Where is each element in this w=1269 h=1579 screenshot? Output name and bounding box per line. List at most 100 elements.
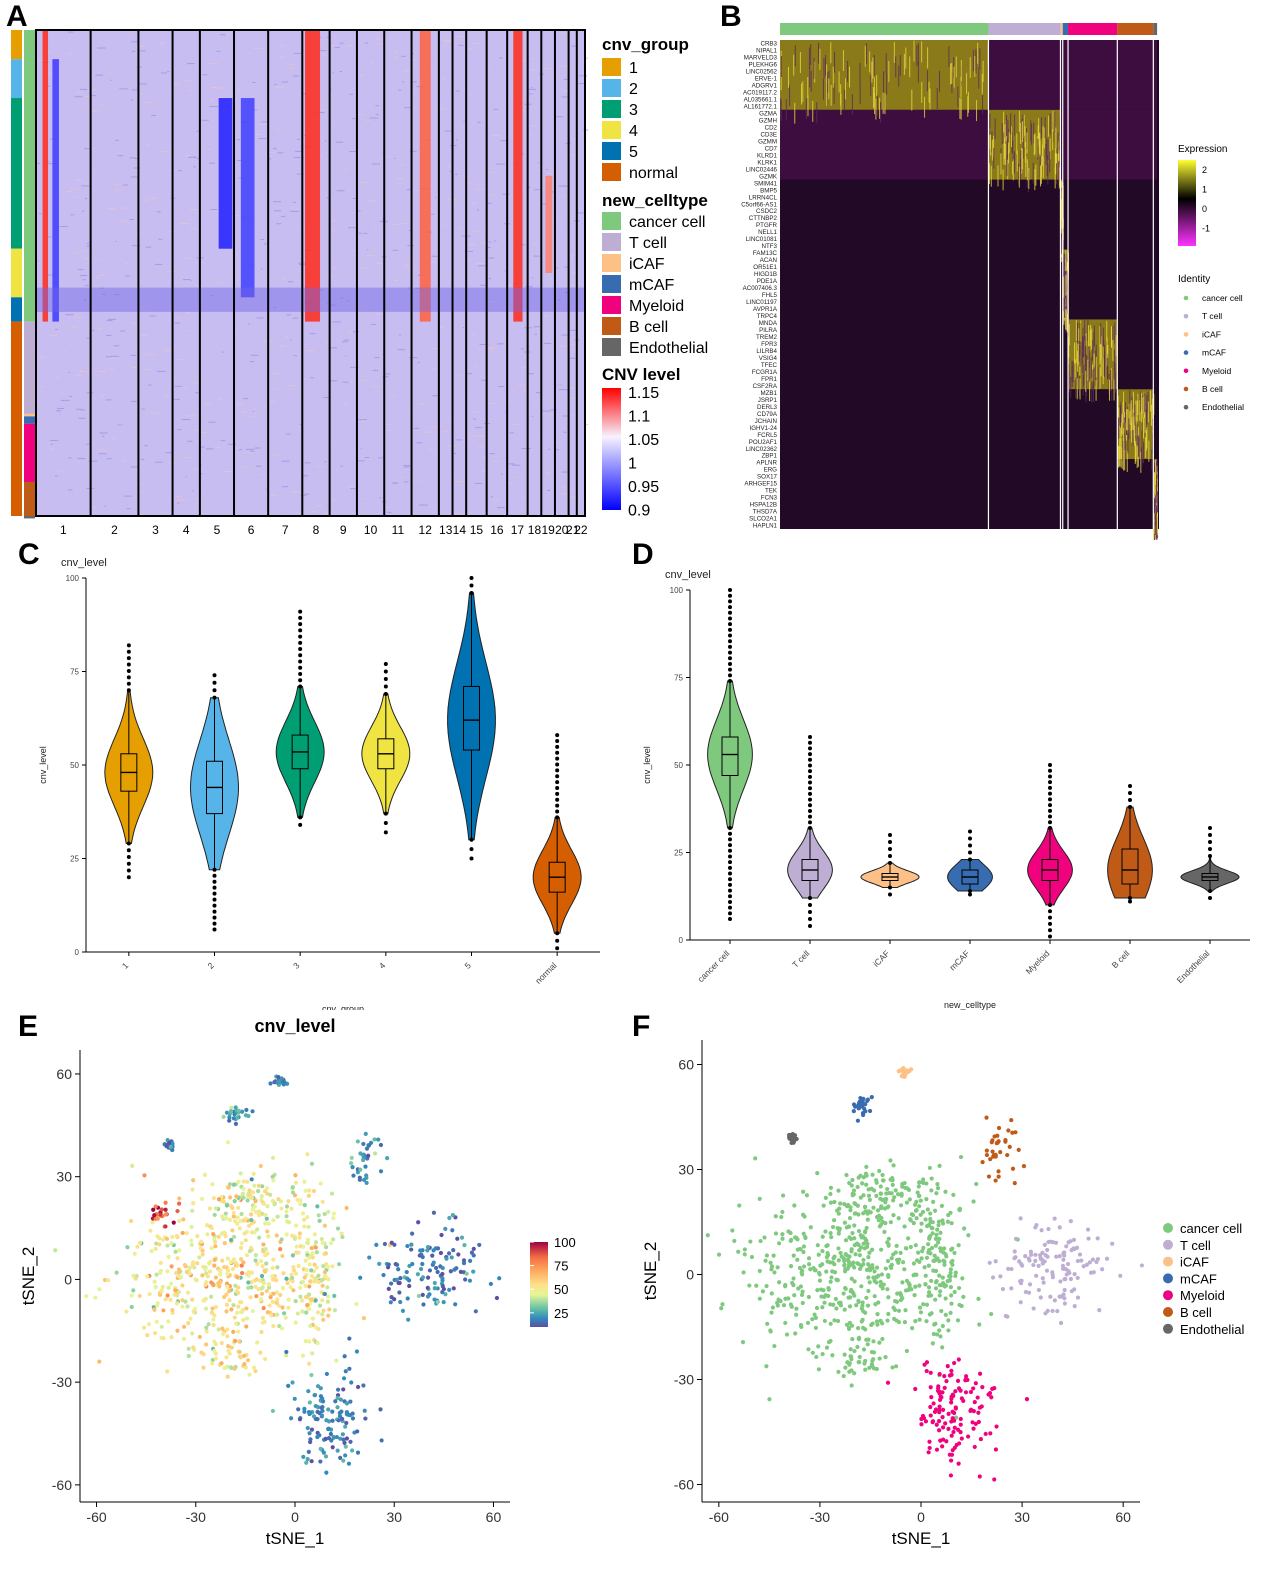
tsne-point — [891, 1198, 896, 1203]
heatmap-texture — [533, 243, 538, 245]
tsne-point — [867, 1197, 872, 1203]
plot-title: cnv_level — [665, 569, 711, 581]
expression-texture — [927, 47, 929, 69]
tsne-point — [363, 1164, 368, 1169]
heatmap-texture — [145, 144, 149, 146]
heatmap-texture — [279, 498, 282, 500]
tsne-point — [292, 1236, 298, 1241]
tsne-point — [265, 1251, 270, 1256]
outlier-point — [728, 610, 732, 615]
tsne-point — [335, 1226, 341, 1231]
heatmap-texture — [331, 499, 336, 501]
heatmap-texture — [99, 179, 101, 181]
colorbar-tick-label: 0 — [1202, 204, 1207, 214]
tsne-point — [927, 1165, 932, 1171]
heatmap-texture — [113, 345, 120, 347]
expression-texture — [1079, 378, 1081, 400]
tsne-point — [869, 1095, 874, 1100]
heatmap-texture — [531, 254, 533, 256]
heatmap-texture — [323, 397, 330, 399]
tsne-point — [284, 1353, 289, 1358]
tsne-point — [1061, 1257, 1066, 1262]
tsne-point — [175, 1328, 180, 1333]
heatmap-texture — [68, 457, 72, 459]
x-tick-label: normal — [533, 960, 559, 986]
outlier-point — [728, 656, 732, 661]
heatmap-texture — [263, 243, 267, 245]
tsne-point — [938, 1334, 943, 1339]
heatmap-texture — [39, 242, 41, 244]
tsne-point — [806, 1294, 811, 1300]
tsne-point — [993, 1259, 998, 1264]
expression-texture — [827, 71, 829, 93]
tsne-point — [241, 1195, 246, 1200]
tsne-point — [866, 1193, 872, 1198]
tsne-point — [271, 1323, 276, 1329]
tsne-point — [265, 1234, 271, 1239]
tsne-point — [914, 1207, 919, 1213]
expression-texture — [909, 56, 911, 78]
heatmap-texture — [150, 412, 159, 414]
legend-dot-identity — [1183, 332, 1189, 337]
tsne-point — [211, 1195, 216, 1201]
heatmap-texture — [546, 489, 551, 491]
tsne-point — [141, 1325, 147, 1330]
heatmap-texture — [157, 370, 166, 372]
expression-texture — [1065, 285, 1067, 307]
heatmap-texture — [344, 355, 347, 357]
heatmap-texture — [131, 322, 140, 324]
tsne-point — [174, 1234, 179, 1239]
expression-texture — [812, 100, 814, 122]
tsne-point — [853, 1252, 858, 1257]
tsne-point — [244, 1316, 250, 1321]
heatmap-texture — [360, 497, 365, 499]
heatmap-texture — [151, 114, 157, 116]
tsne-point — [1058, 1279, 1063, 1284]
expression-texture — [1061, 209, 1063, 231]
tsne-point — [837, 1226, 842, 1231]
tsne-point — [864, 1173, 869, 1178]
tsne-point — [205, 1232, 210, 1237]
expression-texture — [1091, 381, 1093, 403]
gene-label: NELL1 — [758, 229, 777, 236]
heatmap-texture — [578, 499, 581, 501]
tsne-point — [307, 1400, 312, 1405]
tsne-point — [253, 1199, 258, 1204]
heatmap-texture — [69, 395, 73, 397]
tsne-point — [276, 1196, 281, 1202]
outlier-point — [1048, 763, 1052, 767]
tsne-point — [1026, 1290, 1032, 1295]
tsne-point — [849, 1357, 854, 1362]
tsne-point — [280, 1305, 285, 1310]
expression-texture — [1095, 356, 1097, 378]
heatmap-texture — [547, 173, 556, 175]
heatmap-texture — [256, 295, 260, 297]
tsne-point — [861, 1347, 867, 1352]
tsne-point — [228, 1237, 234, 1243]
heatmap-texture — [275, 454, 279, 456]
tsne-point — [1058, 1320, 1064, 1326]
tsne-point — [921, 1180, 926, 1185]
tsne-point — [440, 1289, 445, 1295]
tsne-point — [331, 1237, 336, 1242]
tsne-point — [916, 1184, 921, 1189]
gene-label: IGHV1-24 — [749, 425, 777, 432]
tsne-point — [838, 1250, 843, 1256]
tsne-point — [249, 1230, 254, 1235]
tsne-point — [290, 1253, 296, 1258]
identity-bar-iCAF — [1060, 23, 1063, 35]
expression-texture — [825, 54, 827, 76]
heatmap-texture — [92, 89, 98, 91]
expression-texture — [1111, 379, 1113, 401]
heatmap-texture — [347, 331, 357, 333]
outlier-point — [728, 831, 732, 836]
tsne-point — [307, 1188, 312, 1193]
heatmap-texture — [409, 291, 412, 293]
heatmap-texture — [458, 44, 464, 46]
outlier-point — [728, 882, 732, 887]
heatmap-texture — [50, 439, 59, 441]
tsne-point — [794, 1235, 799, 1240]
tsne-point — [815, 1171, 820, 1176]
heatmap-texture — [204, 494, 207, 496]
heatmap-texture — [347, 300, 350, 302]
